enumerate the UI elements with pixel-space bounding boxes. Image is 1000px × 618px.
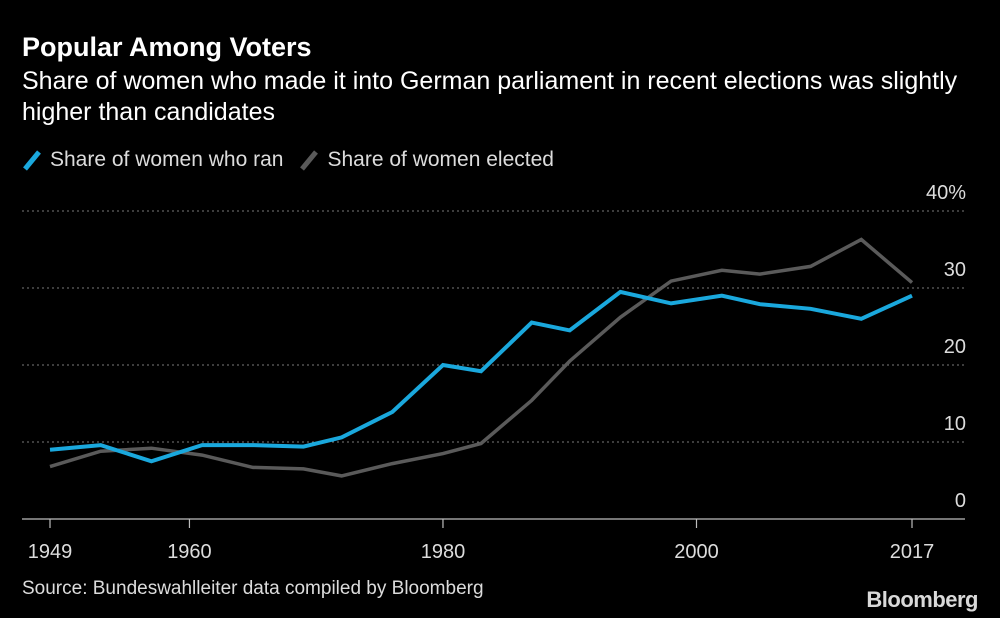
- series-line-ran: [49, 289, 913, 464]
- y-tick-label: 20: [944, 336, 966, 358]
- legend-item-elected: Share of women elected: [299, 147, 554, 173]
- x-tick-label: 2017: [890, 541, 935, 563]
- chart-title: Popular Among Voters: [22, 32, 312, 62]
- y-tick-label: 0: [955, 490, 966, 512]
- y-tick-label: 40%: [926, 182, 966, 204]
- y-tick-label: 30: [944, 259, 966, 281]
- x-tick-label: 1980: [421, 541, 466, 563]
- legend-swatch-elected-icon: [300, 150, 319, 171]
- legend-swatch-ran-icon: [23, 150, 41, 171]
- legend-label-ran: Share of women who ran: [50, 148, 284, 171]
- legend-item-ran: Share of women who ran: [22, 147, 283, 173]
- legend: Share of women who ran Share of women el…: [22, 147, 570, 173]
- legend-label-elected: Share of women elected: [327, 148, 554, 171]
- y-tick-label: 10: [944, 413, 966, 435]
- bloomberg-logo: Bloomberg: [866, 587, 978, 612]
- series-line-elected: [49, 237, 914, 478]
- x-tick-label: 1949: [28, 541, 73, 563]
- x-tick-label: 2000: [674, 541, 719, 563]
- x-tick-label: 1960: [167, 541, 212, 563]
- chart-subtitle: Share of women who made it into German p…: [22, 67, 958, 126]
- source-note: Source: Bundeswahlleiter data compiled b…: [22, 578, 484, 599]
